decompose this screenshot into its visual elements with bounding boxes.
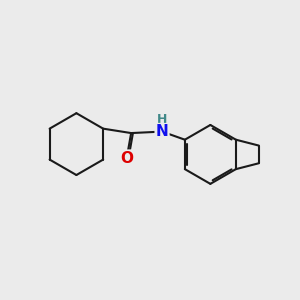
Text: O: O bbox=[120, 151, 133, 166]
Text: N: N bbox=[156, 124, 168, 139]
Text: H: H bbox=[157, 113, 167, 126]
